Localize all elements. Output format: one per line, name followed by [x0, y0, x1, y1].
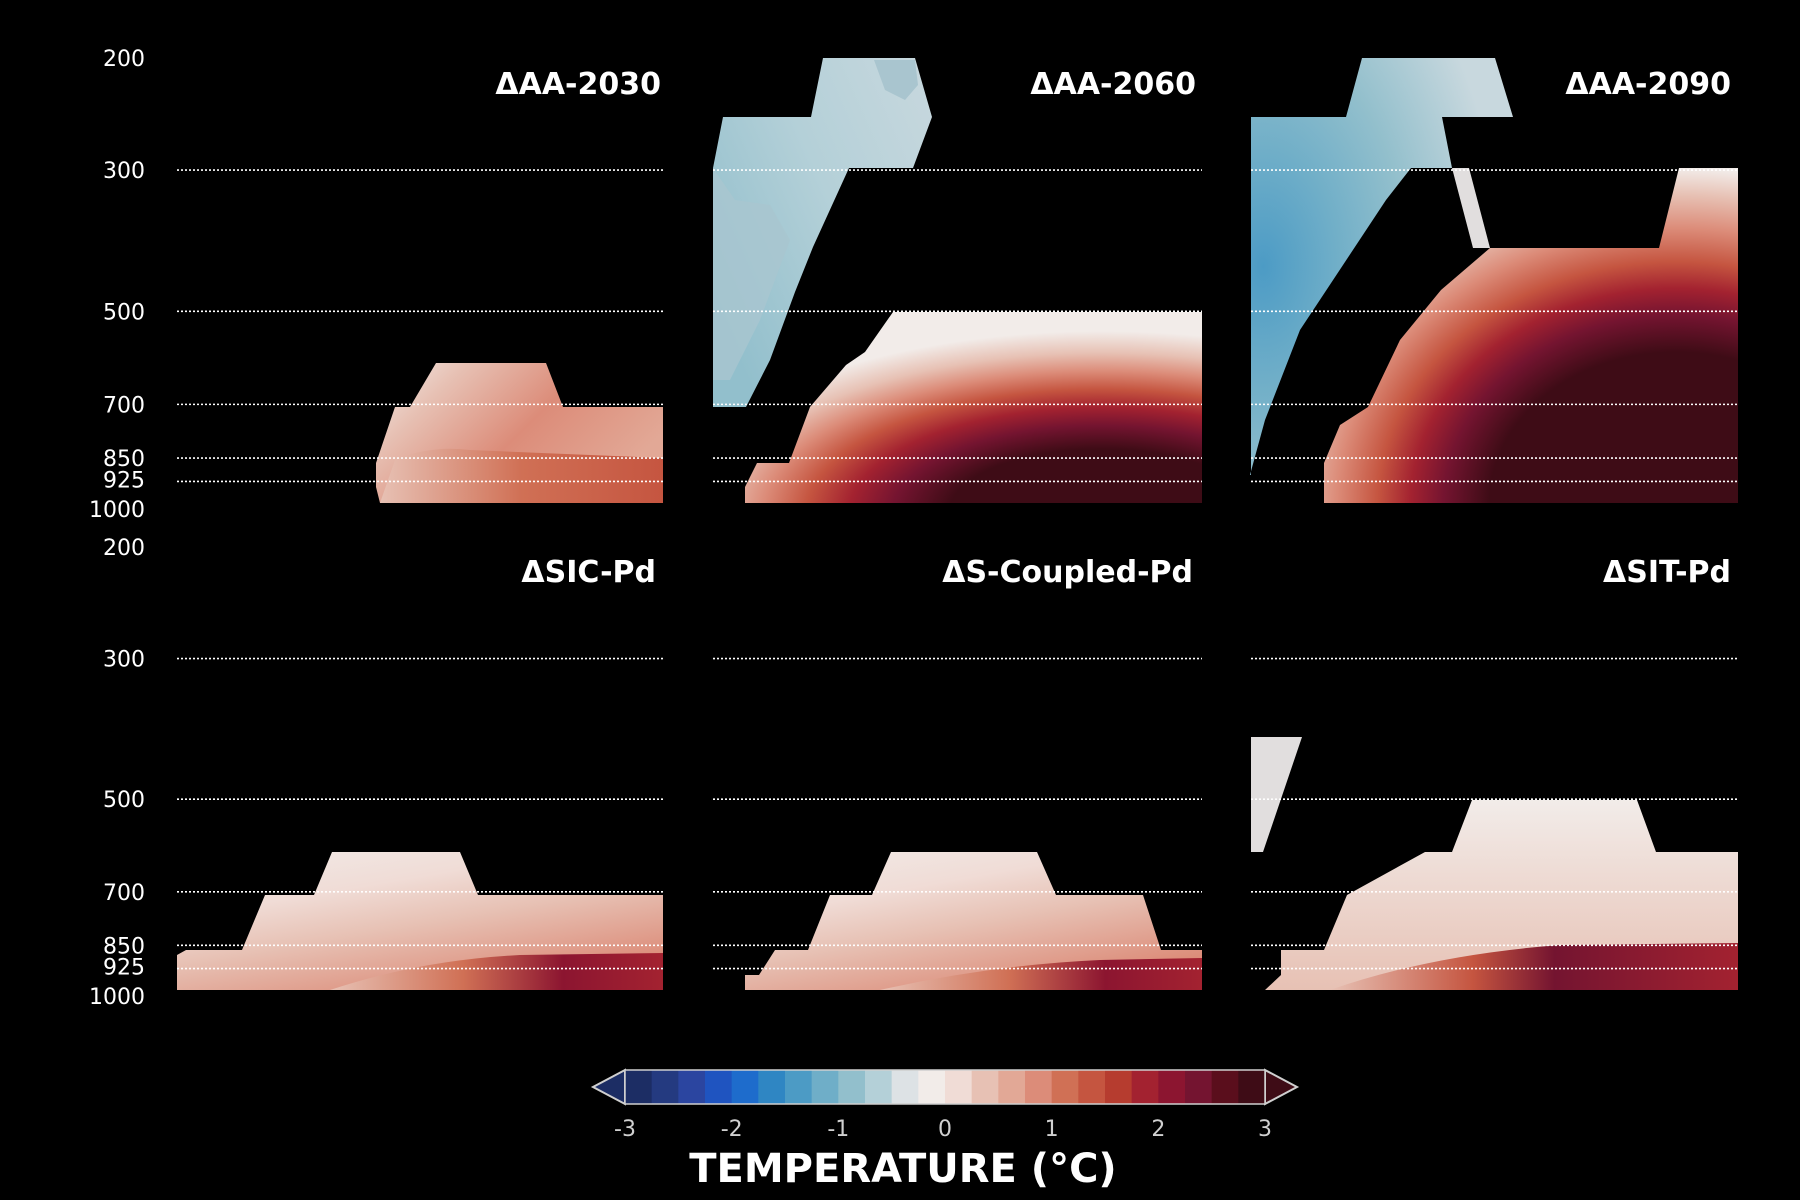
- colorbar-swatch: [1051, 1070, 1079, 1104]
- panel-s-coupled-pd: [745, 852, 1202, 990]
- colorbar-swatch: [1025, 1070, 1053, 1104]
- colorbar-swatch: [758, 1070, 786, 1104]
- colorbar-tick-label: 0: [938, 1117, 952, 1142]
- y-tick-label: 500: [103, 788, 145, 813]
- colorbar-extend-high: [1264, 1068, 1300, 1106]
- colorbar-swatch: [891, 1070, 919, 1104]
- y-tick-label: 850: [103, 447, 145, 472]
- y-tick-label: 925: [103, 468, 145, 493]
- panel-aa-2090: [1250, 58, 1738, 503]
- colorbar-swatch: [651, 1070, 679, 1104]
- panel-title-sit-pd: ΔSIT-Pd: [1603, 555, 1731, 590]
- contour-cool-core-aa-2060: [713, 168, 790, 380]
- colorbar-swatch: [1238, 1070, 1266, 1104]
- colorbar-swatch: [998, 1070, 1026, 1104]
- y-tick-label: 925: [103, 956, 145, 981]
- contour-cool-sit-pd: [1251, 737, 1302, 852]
- contour-cool-cap-aa-2060: [874, 60, 918, 100]
- panel-title-aa-2090: ΔAA-2090: [1565, 67, 1731, 102]
- y-tick-label: 500: [103, 300, 145, 325]
- contour-warm-aa-2090: [1324, 168, 1738, 503]
- colorbar-tick-label: 2: [1151, 1117, 1165, 1142]
- colorbar: -3 -2 -1 0 1 2 3: [590, 1068, 1300, 1142]
- colorbar-swatch: [731, 1070, 759, 1104]
- colorbar-swatch: [971, 1070, 999, 1104]
- panel-title-s-coupled-pd: ΔS-Coupled-Pd: [942, 555, 1193, 590]
- colorbar-swatch: [705, 1070, 733, 1104]
- panel-sit-pd: [1251, 737, 1738, 990]
- y-tick-label: 300: [103, 159, 145, 184]
- contour-warm-sit-pd: [1265, 800, 1738, 990]
- y-tick-label: 700: [103, 881, 145, 906]
- colorbar-swatch: [1105, 1070, 1133, 1104]
- colorbar-tick-label: -3: [614, 1117, 636, 1142]
- colorbar-swatch: [678, 1070, 706, 1104]
- colorbar-tick-label: 1: [1045, 1117, 1059, 1142]
- contour-core-aa-2030: [380, 448, 663, 503]
- colorbar-swatch: [1131, 1070, 1159, 1104]
- colorbar-label: TEMPERATURE (°C): [689, 1146, 1116, 1192]
- y-tick-label: 1000: [89, 498, 145, 523]
- colorbar-swatch: [625, 1070, 653, 1104]
- colorbar-swatch: [811, 1070, 839, 1104]
- colorbar-swatch: [785, 1070, 813, 1104]
- colorbar-tick-label: -2: [721, 1117, 743, 1142]
- contour-cool-tongue-aa-2090: [1452, 168, 1490, 248]
- panel-title-aa-2030: ΔAA-2030: [495, 67, 661, 102]
- colorbar-swatch: [865, 1070, 893, 1104]
- colorbar-swatch: [1078, 1070, 1106, 1104]
- panel-sic-pd: [177, 852, 663, 990]
- colorbar-tick-label: 3: [1258, 1117, 1272, 1142]
- y-tick-label: 300: [103, 648, 145, 673]
- y-tick-label: 200: [103, 536, 145, 561]
- y-tick-label: 1000: [89, 985, 145, 1010]
- panel-aa-2030: [376, 363, 663, 503]
- y-tick-label: 850: [103, 934, 145, 959]
- contour-warm-aa-2060: [745, 312, 1202, 503]
- panel-title-sic-pd: ΔSIC-Pd: [521, 555, 656, 590]
- colorbar-swatch: [1185, 1070, 1213, 1104]
- panel-title-aa-2060: ΔAA-2060: [1030, 67, 1196, 102]
- y-tick-label: 700: [103, 393, 145, 418]
- y-tick-label: 200: [103, 47, 145, 72]
- colorbar-swatch: [1158, 1070, 1186, 1104]
- contour-core-s-coupled-pd: [880, 958, 1202, 990]
- colorbar-swatch: [1211, 1070, 1239, 1104]
- colorbar-extend-low: [590, 1068, 626, 1106]
- colorbar-swatch: [918, 1070, 946, 1104]
- colorbar-border: [624, 1069, 1266, 1105]
- colorbar-swatch: [838, 1070, 866, 1104]
- contour-core-sit-pd: [1330, 943, 1738, 990]
- contour-core-sic-pd: [330, 953, 663, 990]
- contour-warm-s-coupled-pd: [745, 852, 1202, 990]
- contour-cool-aa-2090: [1250, 58, 1513, 475]
- gridlines: [177, 169, 1738, 970]
- panel-aa-2060: [713, 58, 1202, 503]
- colorbar-swatch: [945, 1070, 973, 1104]
- contour-cool-aa-2060: [713, 58, 932, 407]
- colorbar-tick-label: -1: [827, 1117, 849, 1142]
